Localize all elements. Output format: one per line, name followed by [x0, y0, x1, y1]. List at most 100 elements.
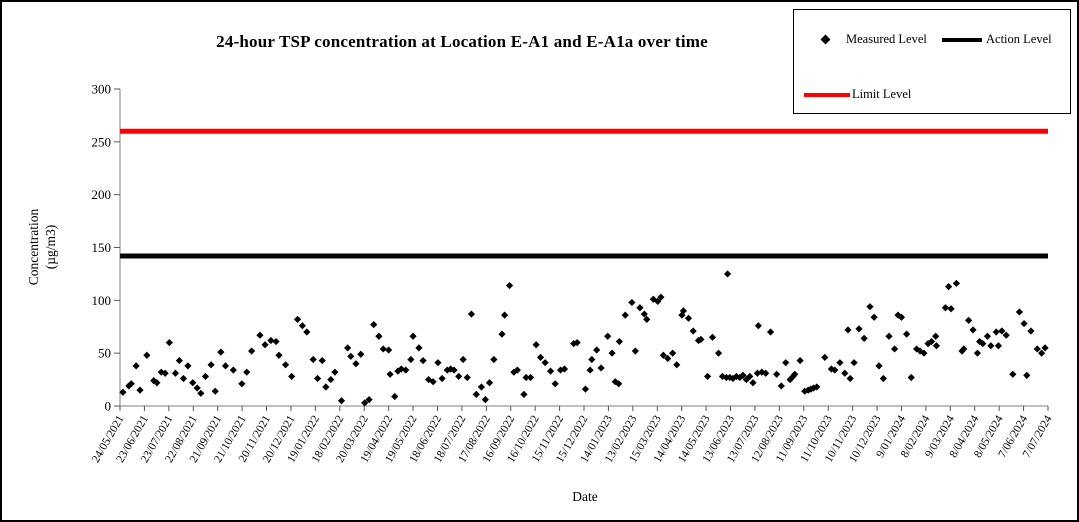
data-point: [875, 362, 883, 370]
data-point: [965, 316, 973, 325]
data-point: [739, 371, 747, 379]
data-point: [697, 335, 705, 344]
data-point: [927, 337, 936, 346]
data-point: [409, 332, 417, 340]
data-point: [657, 293, 665, 301]
data-point: [924, 340, 932, 348]
y-axis-title-line2: (µg/m3): [43, 224, 58, 270]
data-point: [261, 341, 269, 349]
y-axis-title-line1: Concentration: [26, 208, 41, 286]
data-point: [526, 373, 535, 382]
data-point: [375, 332, 383, 340]
data-point: [586, 366, 594, 374]
data-point: [947, 305, 955, 313]
data-point: [463, 373, 471, 382]
data-point: [161, 369, 169, 377]
data-point: [221, 362, 230, 370]
data-point: [664, 354, 672, 363]
data-point: [897, 313, 906, 321]
data-point: [434, 359, 442, 367]
data-point: [640, 310, 648, 318]
y-axis-ticks: 0 50 100 150 200 250 300: [92, 82, 120, 414]
data-point: [726, 373, 734, 382]
y-tick-label: 0: [105, 399, 112, 414]
y-tick-label: 100: [92, 293, 112, 308]
data-point: [415, 344, 423, 352]
data-point: [611, 378, 619, 386]
data-point: [836, 359, 844, 367]
data-point: [983, 332, 992, 340]
legend-label-action-level: Action Level: [986, 32, 1052, 46]
data-point: [455, 372, 463, 381]
data-point: [723, 270, 732, 278]
data-point: [127, 380, 135, 388]
data-point: [546, 367, 555, 375]
chart-title: 24-hour TSP concentration at Location E-…: [216, 32, 708, 51]
data-point: [746, 372, 754, 381]
data-point: [386, 370, 394, 378]
data-point: [766, 328, 775, 336]
data-point: [541, 359, 549, 367]
data-point: [673, 361, 681, 369]
data-point: [714, 349, 723, 357]
data-point: [976, 337, 984, 346]
data-point: [309, 355, 317, 364]
data-point: [498, 330, 506, 338]
data-point: [510, 368, 518, 376]
data-point: [327, 375, 335, 384]
data-point: [615, 380, 623, 388]
data-point: [248, 347, 256, 355]
data-point: [477, 383, 486, 391]
data-point: [331, 368, 339, 376]
data-point: [841, 369, 849, 377]
x-axis-ticks: 24/05/202123/06/202123/07/202122/08/2021…: [90, 406, 1055, 465]
data-point: [604, 332, 612, 340]
legend: Measured Level Action Level Limit Level: [793, 9, 1071, 114]
data-point: [860, 334, 868, 342]
data-point: [293, 315, 302, 323]
data-point: [608, 349, 616, 357]
data-point: [581, 385, 590, 393]
data-point: [753, 369, 761, 377]
data-point: [570, 340, 578, 348]
data-point: [1009, 370, 1017, 378]
data-point: [522, 373, 530, 382]
data-point: [467, 310, 476, 318]
measured-level-points: [119, 270, 1049, 407]
data-point: [481, 396, 489, 404]
data-point: [718, 372, 727, 381]
data-point: [136, 386, 144, 394]
data-point: [256, 331, 264, 339]
data-point: [621, 311, 629, 319]
data-point: [987, 342, 995, 350]
data-point: [920, 349, 928, 357]
data-point: [786, 375, 794, 384]
data-point: [175, 356, 183, 365]
data-point: [593, 346, 601, 354]
data-point: [821, 353, 829, 361]
data-point: [903, 330, 911, 338]
data-point: [1020, 319, 1028, 328]
data-point: [119, 388, 127, 396]
data-point: [994, 342, 1003, 350]
data-point: [684, 314, 693, 322]
data-point: [365, 396, 373, 404]
data-point: [379, 345, 387, 353]
data-point: [866, 303, 874, 311]
data-point: [1027, 327, 1035, 335]
data-point: [588, 355, 596, 364]
data-point: [932, 342, 940, 350]
data-point: [1002, 331, 1010, 339]
data-point: [267, 336, 275, 345]
data-point: [179, 374, 188, 383]
data-point: [945, 282, 953, 291]
data-point: [791, 370, 799, 378]
data-point: [1023, 371, 1031, 379]
data-point: [272, 337, 280, 346]
y-tick-label: 250: [92, 134, 112, 149]
data-point: [322, 383, 330, 391]
data-point: [850, 359, 858, 367]
data-point: [708, 333, 717, 341]
